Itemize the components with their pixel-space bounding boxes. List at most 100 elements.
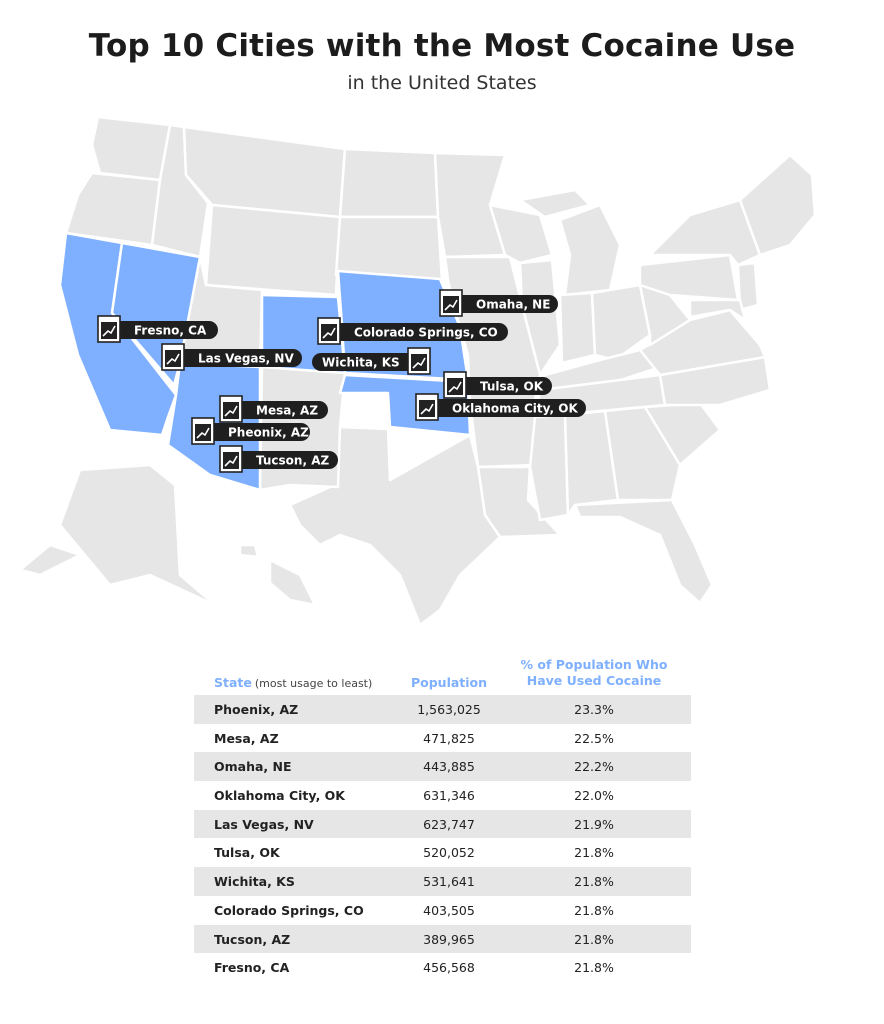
chart-growth-icon	[219, 395, 243, 423]
alaska-islands	[18, 543, 82, 577]
table-row: Colorado Springs, CO 403,505 21.8%	[194, 896, 691, 925]
table-row: Wichita, KS 531,641 21.8%	[194, 867, 691, 896]
row-population: 623,747	[423, 816, 475, 832]
table-body: Phoenix, AZ 1,563,025 23.3% Mesa, AZ 471,825…	[194, 695, 691, 982]
city-label: Tucson, AZ	[232, 451, 338, 469]
header-percent-line1: % of Population Who	[520, 657, 668, 672]
city-label-text: Tulsa, OK	[480, 380, 544, 394]
chart-growth-icon	[407, 347, 431, 375]
state-maryland	[688, 298, 747, 322]
state-michigan-upper	[518, 188, 592, 219]
state-mississippi	[528, 413, 570, 522]
state-alabama	[563, 409, 620, 517]
city-marker: Oklahoma City, OK	[415, 393, 586, 421]
us-map: Omaha, NE Fresno, CA Colorado Springs, CO L…	[0, 105, 884, 630]
city-marker: Las Vegas, NV	[161, 343, 302, 371]
city-label-bg	[232, 451, 338, 469]
header-percent-line2: Have Used Cocaine	[526, 673, 662, 688]
city-label: Fresno, CA	[110, 321, 218, 339]
city-label: Las Vegas, NV	[174, 349, 302, 367]
header-percent: % of Population Who Have Used Cocaine	[499, 657, 689, 689]
state-north-dakota	[338, 147, 440, 219]
city-label-bg	[452, 295, 558, 313]
city-label-bg	[456, 377, 552, 395]
city-label: Pheonix, AZ	[204, 423, 310, 441]
row-percent: 21.9%	[574, 816, 614, 832]
state-pennsylvania	[638, 253, 740, 302]
city-label-text: Fresno, CA	[134, 324, 207, 338]
state-ohio	[590, 283, 652, 362]
header-state: State (most usage to least)	[214, 675, 372, 690]
chart-growth-icon	[97, 315, 121, 343]
city-label-text: Oklahoma City, OK	[452, 402, 578, 416]
row-percent: 21.8%	[574, 960, 614, 976]
city-marker: Wichita, KS	[312, 347, 431, 375]
row-city: Phoenix, AZ	[214, 702, 299, 717]
chart-growth-icon	[317, 317, 341, 345]
table-row: Mesa, AZ 471,825 22.5%	[194, 724, 691, 753]
row-percent: 22.2%	[574, 759, 614, 775]
city-label: Tulsa, OK	[456, 377, 552, 395]
city-label-text: Pheonix, AZ	[228, 426, 309, 440]
row-population: 443,885	[423, 759, 475, 775]
city-label: Wichita, KS	[312, 353, 418, 371]
state-washington	[90, 115, 172, 182]
state-indiana	[558, 291, 597, 365]
state-florida	[573, 498, 714, 605]
row-population: 403,505	[423, 902, 475, 918]
us-map-svg: Omaha, NE Fresno, CA Colorado Springs, CO L…	[18, 115, 817, 627]
state-new-england	[738, 153, 817, 257]
row-population: 389,965	[423, 931, 475, 947]
row-population: 456,568	[423, 960, 475, 976]
row-percent: 21.8%	[574, 874, 614, 890]
header-state-label: State	[214, 675, 252, 690]
city-label-bg	[232, 401, 328, 419]
row-population: 520,052	[423, 845, 475, 861]
chart-growth-icon	[219, 445, 243, 473]
chart-growth-icon	[161, 343, 185, 371]
chart-growth-icon	[439, 289, 463, 317]
city-label-bg	[312, 353, 418, 371]
city-marker-layer: Omaha, NE Fresno, CA Colorado Springs, CO L…	[97, 289, 586, 473]
city-label-bg	[428, 399, 586, 417]
state-alaska	[58, 463, 217, 607]
row-percent: 21.8%	[574, 902, 614, 918]
table-row: Phoenix, AZ 1,563,025 23.3%	[194, 695, 691, 724]
row-percent: 23.3%	[574, 702, 614, 717]
city-marker: Omaha, NE	[439, 289, 558, 317]
row-city: Omaha, NE	[214, 759, 292, 775]
state-texas	[288, 425, 502, 627]
cities-table: State (most usage to least) Population % …	[194, 655, 691, 982]
row-city: Mesa, AZ	[214, 730, 279, 746]
chart-growth-icon	[415, 393, 439, 421]
table-row: Oklahoma City, OK 631,346 22.0%	[194, 781, 691, 810]
city-label-text: Tucson, AZ	[256, 454, 329, 468]
header-population: Population	[410, 675, 488, 690]
row-percent: 21.8%	[574, 931, 614, 947]
page-title: Top 10 Cities with the Most Cocaine Use	[88, 28, 796, 64]
state-oregon	[64, 171, 162, 247]
state-wyoming	[204, 203, 342, 297]
table-row: Las Vegas, NV 623,747 21.9%	[194, 809, 691, 839]
row-city: Wichita, KS	[214, 874, 295, 890]
state-michigan	[558, 203, 622, 297]
city-marker: Fresno, CA	[97, 315, 218, 343]
state-new-jersey	[736, 261, 760, 312]
header-state-note: (most usage to least)	[254, 677, 373, 690]
row-population: 471,825	[423, 730, 475, 746]
row-percent: 22.0%	[574, 788, 614, 804]
hawaii-island-2	[238, 543, 260, 559]
row-city: Colorado Springs, CO	[214, 902, 364, 918]
state-hawaii	[268, 558, 317, 607]
row-city: Oklahoma City, OK	[214, 788, 345, 804]
city-marker: Mesa, AZ	[219, 395, 328, 423]
city-label-bg	[110, 321, 218, 339]
city-label-bg	[174, 349, 302, 367]
row-city: Fresno, CA	[214, 960, 290, 976]
row-city: Las Vegas, NV	[214, 816, 314, 832]
row-city: Tucson, AZ	[214, 931, 291, 947]
row-population: 531,641	[423, 874, 475, 890]
city-marker: Tucson, AZ	[219, 445, 338, 473]
page-subtitle: in the United States	[347, 72, 537, 94]
city-label-text: Mesa, AZ	[256, 404, 318, 418]
